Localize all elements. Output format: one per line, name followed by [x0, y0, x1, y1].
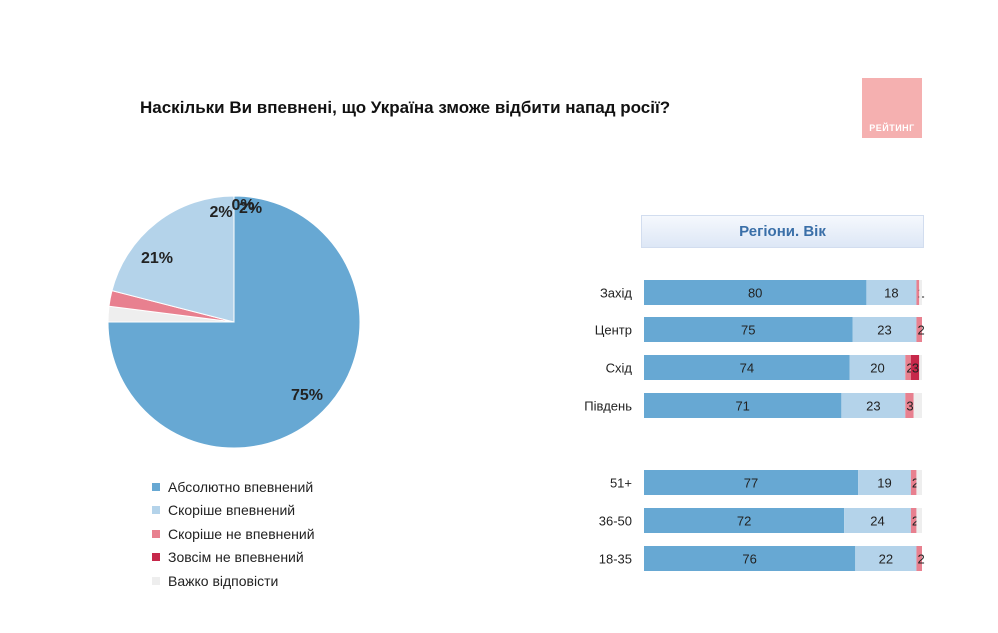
bar-segment [905, 393, 914, 418]
bar-segment [916, 317, 922, 342]
data-label: 80 [748, 286, 762, 301]
legend-item-hard: Важко відповісти [152, 569, 315, 593]
legend: Абсолютно впевнений Скоріше впевнений Ск… [152, 475, 315, 593]
data-label: 24 [870, 514, 884, 529]
legend-label: Скоріше не впевнений [168, 525, 315, 542]
legend-swatch-hard [152, 576, 160, 585]
pie-label-1: 21% [141, 250, 173, 267]
data-label: 23 [877, 323, 891, 338]
data-label: 74 [740, 361, 754, 376]
bar-segment [910, 508, 917, 533]
pie-label-3: 0% [231, 197, 254, 214]
legend-item-rather-not: Скоріше не впевнений [152, 522, 315, 546]
legend-label: Скоріше впевнений [168, 502, 296, 519]
bar-segment [644, 317, 853, 342]
bar-segment [919, 355, 922, 380]
legend-swatch-rather-not [152, 529, 160, 538]
category-label: Схід [606, 361, 633, 376]
pie-slice-1 [111, 195, 235, 323]
data-label: 19 [877, 476, 891, 491]
legend-label: Важко відповісти [168, 572, 279, 589]
category-label: 18-35 [599, 552, 632, 567]
chart-title: Наскільки Ви впевнені, що Україна зможе … [140, 98, 671, 117]
bar-segment [844, 508, 911, 533]
legend-swatch-absolute [152, 482, 160, 491]
legend-label: Абсолютно впевнений [168, 478, 314, 495]
bar-segment [849, 355, 906, 380]
bar-chart-title: Регіони. Вік [641, 215, 924, 248]
data-label: 77 [744, 476, 758, 491]
bar-segment [855, 546, 917, 571]
bar-segment [910, 470, 917, 495]
stacked-bar-chart: Захід80181Центр75232Схід742023Південь712… [584, 280, 925, 571]
pie-label-4: 2% [239, 200, 262, 217]
legend-item-rather: Скоріше впевнений [152, 499, 315, 523]
data-label: 23 [866, 399, 880, 414]
legend-label: Зовсім не впевнений [168, 549, 304, 566]
bar-segment [913, 393, 922, 418]
data-label: 22 [879, 552, 893, 567]
data-label: 2 [917, 552, 924, 567]
data-label: 72 [737, 514, 751, 529]
legend-item-absolute: Абсолютно впевнений [152, 475, 315, 499]
data-label: 2 [912, 514, 919, 529]
bar-segment [916, 508, 922, 533]
bar-segment [910, 355, 920, 380]
data-label: 3 [912, 361, 919, 376]
bar-segment [644, 393, 842, 418]
bar-segment [858, 470, 911, 495]
data-label: 2 [912, 476, 919, 491]
category-label: 51+ [610, 476, 632, 491]
legend-item-not-at-all: Зовсім не впевнений [152, 546, 315, 570]
category-label: Центр [595, 323, 632, 338]
bar-segment [644, 280, 867, 305]
bar-segment [866, 280, 917, 305]
bar-segment [841, 393, 906, 418]
bar-segment [916, 280, 920, 305]
bar-segment [644, 546, 856, 571]
bar-segment [916, 470, 922, 495]
data-label: 71 [735, 399, 749, 414]
pie-slice-0 [107, 195, 361, 449]
pie-label-0: 75% [291, 387, 323, 404]
legend-swatch-not-at-all [152, 553, 160, 562]
data-label: 18 [884, 286, 898, 301]
rating-logo: РЕЙТИНГ [862, 78, 922, 138]
bar-segment [919, 280, 922, 305]
data-label: 20 [870, 361, 884, 376]
bar-segment [905, 355, 911, 380]
data-label: 75 [741, 323, 755, 338]
pie-chart: 75% 21% 2%0%2% [107, 195, 361, 449]
data-label: 2 [906, 361, 913, 376]
category-label: 36-50 [599, 514, 632, 529]
data-label: 76 [742, 552, 756, 567]
bar-segment [916, 546, 922, 571]
category-label: Захід [600, 286, 632, 301]
bar-segment [852, 317, 917, 342]
legend-swatch-rather [152, 506, 160, 515]
bar-segment [644, 355, 850, 380]
data-label: 3 [906, 399, 913, 414]
data-label: 2 [917, 323, 924, 338]
category-label: Південь [584, 399, 632, 414]
bar-segment [644, 470, 859, 495]
logo-text: РЕЙТИНГ [869, 123, 915, 133]
pie-label-2: 2% [209, 204, 232, 221]
bar-segment [644, 508, 845, 533]
